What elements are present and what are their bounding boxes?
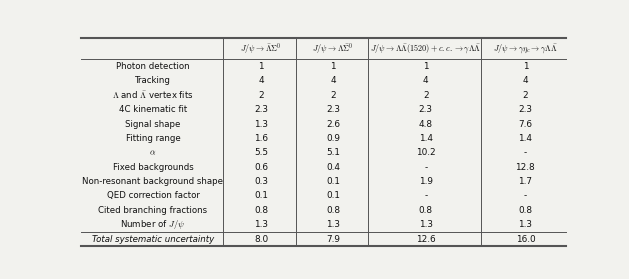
Text: Total systematic uncertainty: Total systematic uncertainty <box>92 235 214 244</box>
Text: 7.6: 7.6 <box>518 119 532 129</box>
Text: Tracking: Tracking <box>135 76 171 85</box>
Text: Number of $J/\psi$: Number of $J/\psi$ <box>121 218 186 231</box>
Text: 12.6: 12.6 <box>416 235 435 244</box>
Text: 2.3: 2.3 <box>326 105 340 114</box>
Text: -: - <box>524 148 527 157</box>
Text: -: - <box>424 191 427 201</box>
Text: $\Lambda$ and $\bar{\Lambda}$ vertex fits: $\Lambda$ and $\bar{\Lambda}$ vertex fit… <box>112 90 194 101</box>
Text: 1.3: 1.3 <box>518 220 532 229</box>
Text: 5.5: 5.5 <box>254 148 268 157</box>
Text: 0.4: 0.4 <box>326 163 340 172</box>
Text: Fitting range: Fitting range <box>126 134 181 143</box>
Text: Signal shape: Signal shape <box>125 119 181 129</box>
Text: 2: 2 <box>258 91 264 100</box>
Text: 1.3: 1.3 <box>254 119 268 129</box>
Text: 1: 1 <box>523 62 528 71</box>
Text: 16.0: 16.0 <box>516 235 535 244</box>
Text: 4C kinematic fit: 4C kinematic fit <box>119 105 187 114</box>
Text: Non-resonant background shape: Non-resonant background shape <box>82 177 223 186</box>
Text: 0.6: 0.6 <box>254 163 268 172</box>
Text: 2.3: 2.3 <box>419 105 433 114</box>
Text: 0.1: 0.1 <box>254 191 268 201</box>
Text: Fixed backgrounds: Fixed backgrounds <box>113 163 193 172</box>
Text: 1.7: 1.7 <box>518 177 532 186</box>
Text: 0.9: 0.9 <box>326 134 340 143</box>
Text: 4: 4 <box>258 76 264 85</box>
Text: 7.9: 7.9 <box>326 235 340 244</box>
Text: 4: 4 <box>423 76 428 85</box>
Text: 0.8: 0.8 <box>419 206 433 215</box>
Text: 0.8: 0.8 <box>518 206 533 215</box>
Text: 5.1: 5.1 <box>326 148 340 157</box>
Text: 1.4: 1.4 <box>518 134 532 143</box>
Text: -: - <box>524 191 527 201</box>
Text: 0.8: 0.8 <box>254 206 268 215</box>
Text: $J/\psi \rightarrow \gamma\eta_c \rightarrow \gamma\Lambda\bar{\Lambda}$: $J/\psi \rightarrow \gamma\eta_c \righta… <box>493 42 558 55</box>
Text: 2: 2 <box>423 91 428 100</box>
Text: Photon detection: Photon detection <box>116 62 190 71</box>
Text: 1.3: 1.3 <box>419 220 433 229</box>
Text: 10.2: 10.2 <box>416 148 435 157</box>
Text: 1.6: 1.6 <box>254 134 268 143</box>
Text: -: - <box>424 163 427 172</box>
Text: 2.3: 2.3 <box>518 105 532 114</box>
Text: 1.9: 1.9 <box>419 177 433 186</box>
Text: 0.1: 0.1 <box>326 177 340 186</box>
Text: 4.8: 4.8 <box>419 119 433 129</box>
Text: 2: 2 <box>523 91 528 100</box>
Text: 1: 1 <box>423 62 428 71</box>
Text: 1.3: 1.3 <box>254 220 268 229</box>
Text: QED correction factor: QED correction factor <box>106 191 199 201</box>
Text: $J/\psi \rightarrow \bar{\Lambda}\Sigma^0$: $J/\psi \rightarrow \bar{\Lambda}\Sigma^… <box>240 41 282 56</box>
Text: $J/\psi \rightarrow \Lambda\bar{\Lambda}(1520) + c.c. \rightarrow \gamma\Lambda\: $J/\psi \rightarrow \Lambda\bar{\Lambda}… <box>370 42 481 55</box>
Text: 0.1: 0.1 <box>326 191 340 201</box>
Text: 4: 4 <box>330 76 336 85</box>
Text: $\alpha$: $\alpha$ <box>149 148 157 157</box>
Text: $J/\psi \rightarrow \Lambda\bar{\Sigma}^0$: $J/\psi \rightarrow \Lambda\bar{\Sigma}^… <box>312 41 354 56</box>
Text: 1.3: 1.3 <box>326 220 340 229</box>
Text: 0.3: 0.3 <box>254 177 268 186</box>
Text: 0.8: 0.8 <box>326 206 340 215</box>
Text: 1: 1 <box>330 62 336 71</box>
Text: 1: 1 <box>258 62 264 71</box>
Text: 2.3: 2.3 <box>254 105 268 114</box>
Text: 2: 2 <box>330 91 336 100</box>
Text: 1.4: 1.4 <box>419 134 433 143</box>
Text: 8.0: 8.0 <box>254 235 268 244</box>
Text: Cited branching fractions: Cited branching fractions <box>98 206 208 215</box>
Text: 4: 4 <box>523 76 528 85</box>
Text: 12.8: 12.8 <box>516 163 535 172</box>
Text: 2.6: 2.6 <box>326 119 340 129</box>
